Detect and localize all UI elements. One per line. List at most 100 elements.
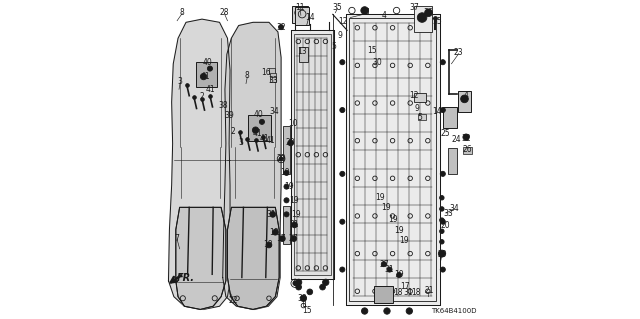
Text: 19: 19 bbox=[388, 215, 397, 224]
Text: 33: 33 bbox=[268, 76, 278, 85]
Bar bbox=[270, 77, 276, 82]
Bar bbox=[269, 68, 275, 74]
Text: 15: 15 bbox=[367, 46, 376, 55]
Text: 39: 39 bbox=[224, 111, 234, 120]
Text: 3: 3 bbox=[239, 138, 243, 147]
Circle shape bbox=[340, 171, 345, 176]
Text: 19: 19 bbox=[291, 210, 301, 219]
Text: 31: 31 bbox=[404, 288, 413, 297]
Circle shape bbox=[296, 284, 301, 290]
Text: 11: 11 bbox=[296, 3, 305, 11]
Text: 22: 22 bbox=[228, 296, 238, 305]
Text: 23: 23 bbox=[454, 48, 463, 57]
Circle shape bbox=[320, 284, 325, 290]
Bar bbox=[300, 47, 308, 62]
Text: 35: 35 bbox=[333, 3, 342, 11]
Text: 37: 37 bbox=[409, 4, 419, 12]
Circle shape bbox=[284, 184, 289, 189]
Polygon shape bbox=[291, 30, 333, 279]
Text: 1: 1 bbox=[302, 300, 307, 309]
Circle shape bbox=[270, 211, 276, 217]
Text: 28: 28 bbox=[220, 8, 229, 17]
Circle shape bbox=[292, 222, 298, 228]
Circle shape bbox=[288, 140, 294, 146]
Text: 19: 19 bbox=[399, 236, 408, 245]
Text: 20: 20 bbox=[440, 221, 450, 230]
Text: 19: 19 bbox=[289, 196, 299, 205]
Text: 18: 18 bbox=[412, 288, 421, 297]
Text: 18: 18 bbox=[394, 288, 403, 297]
Circle shape bbox=[252, 127, 259, 133]
Text: 8: 8 bbox=[180, 8, 184, 17]
Circle shape bbox=[296, 279, 302, 286]
Text: 30: 30 bbox=[298, 294, 307, 303]
Text: 3: 3 bbox=[178, 77, 182, 86]
Text: 41: 41 bbox=[253, 130, 262, 138]
Circle shape bbox=[440, 60, 445, 65]
Bar bbox=[283, 206, 290, 244]
Circle shape bbox=[440, 219, 445, 224]
Circle shape bbox=[397, 272, 402, 278]
Text: 2: 2 bbox=[200, 92, 204, 101]
Circle shape bbox=[406, 308, 413, 314]
Circle shape bbox=[361, 7, 369, 14]
Circle shape bbox=[266, 242, 272, 248]
Text: 41: 41 bbox=[201, 72, 211, 81]
Bar bbox=[270, 73, 276, 78]
Bar bbox=[444, 107, 457, 128]
Text: 13: 13 bbox=[298, 47, 307, 56]
Text: 10: 10 bbox=[288, 119, 298, 128]
Text: 12: 12 bbox=[410, 91, 419, 100]
Text: 19: 19 bbox=[375, 193, 385, 202]
Bar bbox=[458, 91, 471, 112]
Circle shape bbox=[280, 236, 285, 241]
Text: 21: 21 bbox=[424, 286, 434, 295]
Text: 27: 27 bbox=[380, 260, 389, 269]
Text: 18: 18 bbox=[269, 228, 278, 237]
Circle shape bbox=[440, 229, 444, 234]
Text: 29: 29 bbox=[276, 154, 286, 163]
Text: 19: 19 bbox=[394, 271, 404, 279]
Circle shape bbox=[200, 73, 207, 80]
Text: 31: 31 bbox=[267, 210, 276, 219]
Text: 19: 19 bbox=[284, 182, 294, 191]
Text: 30: 30 bbox=[372, 58, 381, 67]
Text: 4: 4 bbox=[382, 11, 387, 20]
Circle shape bbox=[284, 198, 289, 203]
Bar bbox=[414, 6, 431, 32]
Circle shape bbox=[463, 134, 469, 140]
Text: 32: 32 bbox=[276, 23, 286, 32]
Bar bbox=[349, 18, 436, 301]
Text: 41: 41 bbox=[206, 85, 216, 94]
Circle shape bbox=[259, 119, 264, 124]
Circle shape bbox=[340, 267, 345, 272]
Circle shape bbox=[461, 95, 468, 103]
Text: 14: 14 bbox=[305, 13, 315, 22]
Circle shape bbox=[384, 308, 390, 314]
Text: 25: 25 bbox=[440, 129, 450, 138]
Bar bbox=[296, 7, 309, 25]
Polygon shape bbox=[223, 22, 281, 309]
Text: 32: 32 bbox=[461, 134, 471, 143]
Bar bbox=[374, 286, 394, 303]
Text: 5: 5 bbox=[417, 113, 422, 122]
Text: 29: 29 bbox=[437, 250, 447, 259]
Circle shape bbox=[440, 267, 445, 272]
Circle shape bbox=[433, 17, 437, 20]
Polygon shape bbox=[176, 207, 226, 309]
Circle shape bbox=[387, 267, 392, 272]
Text: 19: 19 bbox=[280, 168, 290, 177]
Circle shape bbox=[323, 279, 329, 286]
Text: 31: 31 bbox=[289, 220, 299, 229]
Text: 19: 19 bbox=[381, 204, 391, 212]
Bar bbox=[283, 126, 290, 174]
Circle shape bbox=[340, 108, 345, 113]
Bar bbox=[419, 114, 426, 120]
Text: 27: 27 bbox=[288, 234, 298, 243]
Circle shape bbox=[284, 212, 289, 217]
Circle shape bbox=[307, 289, 313, 295]
Text: 41: 41 bbox=[259, 134, 269, 143]
Text: 7: 7 bbox=[175, 234, 180, 243]
Bar bbox=[294, 34, 330, 275]
Polygon shape bbox=[346, 14, 440, 305]
